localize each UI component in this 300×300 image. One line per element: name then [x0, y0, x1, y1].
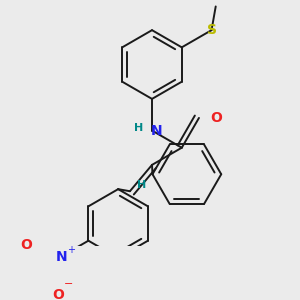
- Text: −: −: [64, 280, 73, 290]
- Text: N: N: [56, 250, 68, 264]
- Text: H: H: [134, 123, 143, 133]
- Text: H: H: [137, 180, 146, 190]
- Text: S: S: [206, 23, 217, 37]
- Text: O: O: [53, 288, 64, 300]
- Text: O: O: [210, 111, 222, 125]
- Text: O: O: [20, 238, 32, 252]
- Text: +: +: [67, 245, 75, 255]
- Text: N: N: [150, 124, 162, 137]
